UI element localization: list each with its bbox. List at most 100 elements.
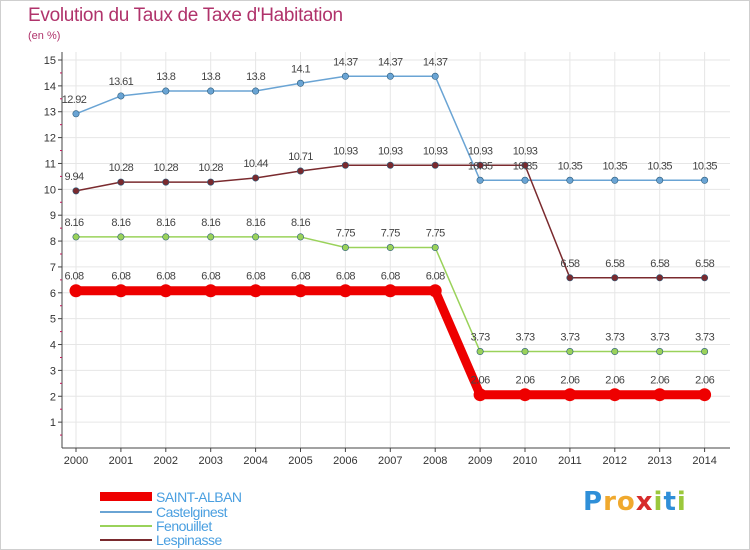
data-label: 6.08 [111,271,130,283]
data-point [563,388,577,402]
data-label: 13.8 [201,71,220,83]
legend-label: Castelginest [156,504,228,520]
data-label: 10.93 [513,145,538,157]
data-point [521,176,529,184]
logo-letter: i [676,487,687,517]
legend-swatch [100,525,152,527]
y-tick-label: 1 [50,417,56,429]
y-tick-label: 13 [44,107,56,119]
data-point [701,274,709,282]
data-label: 2.06 [560,375,579,387]
y-tick-label: 14 [44,81,56,93]
x-tick-label: 2008 [423,455,447,467]
logo-letter: r [603,487,617,517]
x-tick-label: 2007 [378,455,402,467]
grid [62,52,730,448]
data-label: 14.1 [291,63,310,75]
data-label: 10.35 [603,160,628,172]
data-label: 7.75 [336,228,355,240]
data-label: 9.94 [64,171,83,183]
data-point [341,244,349,252]
data-label: 3.73 [471,332,490,344]
data-point [473,388,487,402]
x-tick-label: 2004 [243,455,267,467]
data-label: 10.35 [647,160,672,172]
data-label: 8.16 [246,217,265,229]
data-label: 13.8 [246,71,265,83]
data-point [72,233,80,241]
legend-swatch [100,539,152,541]
x-tick-label: 2003 [198,455,222,467]
legend-label: SAINT-ALBAN [156,489,242,505]
data-point [249,284,263,298]
logo-letter: o [616,487,636,517]
data-point [566,348,574,356]
data-point [476,176,484,184]
data-label: 8.16 [111,217,130,229]
data-label: 3.73 [650,332,669,344]
data-point [431,244,439,252]
data-label: 10.35 [692,160,717,172]
y-tick-label: 10 [44,184,56,196]
legend-swatch [100,492,152,501]
data-point [341,72,349,80]
y-tick-label: 7 [50,262,56,274]
data-point [653,388,667,402]
x-tick-label: 2005 [288,455,312,467]
data-point [69,284,83,298]
data-label: 10.28 [109,162,134,174]
data-label: 13.8 [156,71,175,83]
logo-letter: t [663,487,677,517]
data-point [611,176,619,184]
data-label: 2.06 [695,375,714,387]
x-tick-label: 2009 [468,455,492,467]
data-point [476,348,484,356]
data-point [701,176,709,184]
data-label: 14.37 [378,56,403,68]
data-point [611,348,619,356]
data-point [338,284,352,298]
data-point [72,110,80,118]
data-point [162,178,170,186]
data-label: 10.35 [513,160,538,172]
y-tick-label: 15 [44,55,56,67]
chart-title: Evolution du Taux de Taxe d'Habitation [28,5,343,26]
data-label: 2.06 [515,375,534,387]
data-label: 6.08 [156,271,175,283]
data-point [608,388,622,402]
data-label: 10.93 [468,145,493,157]
data-point [207,233,215,241]
data-label: 10.35 [468,160,493,172]
data-point [117,92,125,100]
data-point [386,161,394,169]
data-point [386,244,394,252]
data-point [296,167,304,175]
data-point [207,178,215,186]
data-label: 14.37 [423,56,448,68]
data-point [117,233,125,241]
data-label: 14.37 [333,56,358,68]
data-label: 8.16 [201,217,220,229]
x-tick-label: 2013 [647,455,671,467]
data-label: 8.16 [64,217,83,229]
data-label: 6.08 [426,271,445,283]
y-tick-label: 3 [50,365,56,377]
y-tick-label: 9 [50,210,56,222]
data-point [114,284,128,298]
y-tick-label: 11 [45,158,56,170]
data-label: 10.35 [558,160,583,172]
data-point [521,161,529,169]
data-label: 3.73 [605,332,624,344]
data-label: 8.16 [156,217,175,229]
data-point [162,233,170,241]
data-labels: 6.08 6.08 6.08 6.08 6.08 6.08 6.08 6.08 6.08 2.06… [62,56,718,386]
x-tick-label: 2006 [333,455,357,467]
y-tick-label: 4 [50,340,56,352]
data-point [698,388,712,402]
data-label: 3.73 [560,332,579,344]
logo-letter: i [653,487,664,517]
data-label: 7.75 [381,228,400,240]
